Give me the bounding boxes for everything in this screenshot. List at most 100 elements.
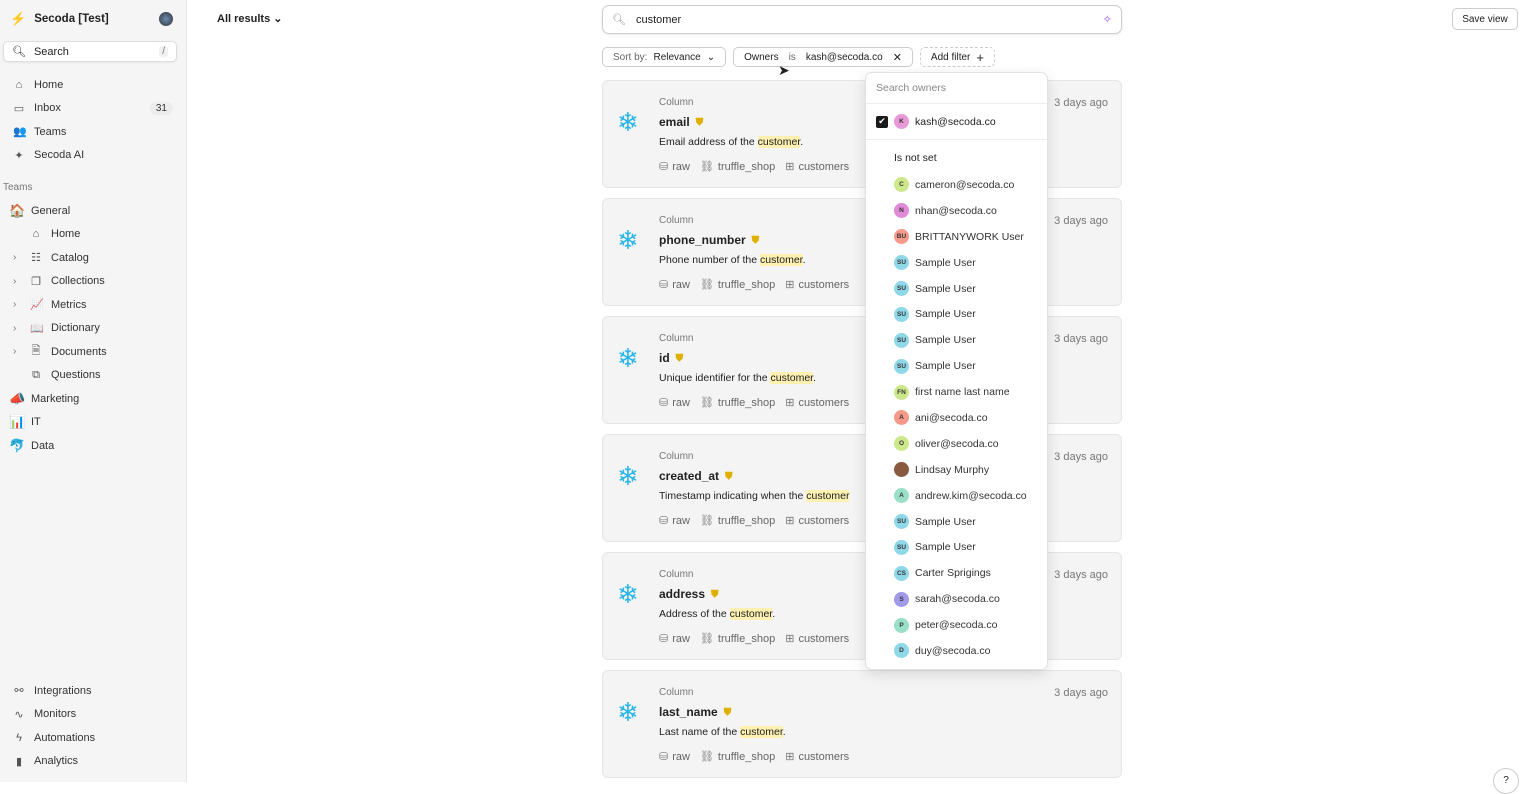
- owner-option[interactable]: SU Sample User: [866, 276, 1047, 302]
- search-owners-input[interactable]: Search owners: [866, 73, 1047, 104]
- desc-text: .: [802, 254, 806, 266]
- sidebar-item-documents[interactable]: › 🗎 Documents: [0, 340, 187, 364]
- avatar: CS: [894, 565, 909, 581]
- database-name: raw: [672, 633, 690, 645]
- result-title[interactable]: last_name ⛊: [659, 705, 731, 719]
- chevron-right-icon[interactable]: ›: [13, 346, 17, 358]
- sidebar-item-integrations[interactable]: ⚯ Integrations: [0, 679, 187, 703]
- sidebar-item-home[interactable]: ⌂ Home: [0, 73, 187, 97]
- result-title[interactable]: phone_number ⛊: [659, 233, 759, 247]
- owner-label: BRITTANYWORK User: [915, 230, 1024, 243]
- chevron-right-icon[interactable]: ›: [13, 275, 17, 287]
- teams-section-label: Teams: [3, 182, 33, 193]
- team-data[interactable]: 🐬 Data: [0, 434, 187, 458]
- view-selector[interactable]: All results ⌄: [217, 12, 282, 25]
- team-marketing[interactable]: 📣 Marketing: [0, 387, 187, 411]
- avatar: [894, 462, 909, 478]
- search-input[interactable]: customer: [635, 13, 682, 26]
- sidebar-item-teams[interactable]: 👥 Teams: [0, 120, 187, 144]
- close-icon[interactable]: ✕: [892, 51, 902, 64]
- search-highlight: customer: [757, 136, 801, 148]
- owner-option[interactable]: SU Sample User: [866, 534, 1047, 560]
- sort-dropdown[interactable]: Sort by: Relevance ⌄: [602, 47, 727, 67]
- save-view-button[interactable]: Save view: [1452, 8, 1518, 30]
- chevron-right-icon[interactable]: ›: [13, 322, 17, 334]
- snowflake-icon: ❄: [617, 461, 639, 491]
- database-icon: ⛁: [659, 515, 669, 527]
- database-icon: ⛁: [659, 161, 669, 173]
- workspace-switcher[interactable]: ⚡ Secoda [Test]: [10, 11, 173, 27]
- team-it[interactable]: 📊 IT: [0, 411, 187, 435]
- sidebar-item-automations[interactable]: ϟ Automations: [0, 726, 187, 750]
- owner-option[interactable]: SU Sample User: [866, 509, 1047, 535]
- result-title[interactable]: created_at ⛊: [659, 469, 733, 483]
- owner-option[interactable]: SU Sample User: [866, 250, 1047, 276]
- sidebar-item-dictionary[interactable]: › 📖 Dictionary: [0, 317, 187, 341]
- table-name: customers: [798, 279, 850, 291]
- result-card[interactable]: ❄ Column last_name ⛊ Last name of the cus…: [602, 670, 1122, 778]
- sidebar-item-catalog[interactable]: › ☷ Catalog: [0, 246, 187, 270]
- updated-time: 3 days ago: [1054, 569, 1108, 581]
- sidebar-item-inbox[interactable]: ▭ Inbox 31: [0, 97, 187, 121]
- owner-option[interactable]: SU Sample User: [866, 327, 1047, 353]
- sidebar-search[interactable]: 🔍︎ Search /: [3, 41, 177, 62]
- updated-time: 3 days ago: [1054, 687, 1108, 699]
- chevron-right-icon[interactable]: ›: [13, 252, 17, 264]
- schema-meta: ⛓ truffle_shop: [700, 632, 775, 645]
- owner-option-not-set[interactable]: Is not set: [894, 152, 937, 164]
- owners-filter-chip[interactable]: Owners is kash@secoda.co ✕: [733, 47, 913, 67]
- sidebar-item-questions[interactable]: ›⧉Questions: [0, 364, 187, 388]
- sidebar-search-label: Search: [33, 45, 69, 58]
- updated-time: 3 days ago: [1054, 451, 1108, 463]
- sidebar-item-analytics[interactable]: ▮ Analytics: [0, 750, 187, 774]
- result-name: last_name: [659, 705, 718, 719]
- sidebar-item-metrics[interactable]: › 📈 Metrics: [0, 293, 187, 317]
- schema-icon: ⛓: [699, 161, 714, 173]
- user-avatar[interactable]: [159, 12, 173, 26]
- shortcut-hint: /: [159, 46, 168, 57]
- owner-option[interactable]: Lindsay Murphy: [866, 457, 1047, 483]
- result-title[interactable]: email ⛊: [659, 115, 703, 129]
- team-label: Marketing: [31, 392, 80, 405]
- owner-option[interactable]: FN first name last name: [866, 379, 1047, 405]
- filter-field: Owners: [744, 51, 779, 63]
- sidebar-item-home[interactable]: ›⌂Home: [0, 223, 187, 247]
- add-filter-button[interactable]: Add filter +: [919, 47, 995, 67]
- owner-option-selected[interactable]: ✔ K kash@secoda.co: [866, 104, 1047, 140]
- help-button[interactable]: ?: [1493, 768, 1519, 794]
- avatar: K: [894, 114, 909, 129]
- owner-option[interactable]: SU Sample User: [866, 301, 1047, 327]
- checkbox-checked-icon[interactable]: ✔: [876, 115, 888, 128]
- ai-sparkle-icon[interactable]: ✧: [1102, 14, 1112, 26]
- table-name: customers: [798, 751, 850, 763]
- database-name: raw: [672, 397, 690, 409]
- result-name: email: [659, 115, 690, 129]
- result-title[interactable]: address ⛊: [659, 587, 719, 601]
- owner-option[interactable]: SU Sample User: [866, 353, 1047, 379]
- owner-label: Sample User: [915, 541, 976, 554]
- chevron-right-icon[interactable]: ›: [13, 299, 17, 311]
- sidebar-item-collections[interactable]: › ❐ Collections: [0, 270, 187, 294]
- owner-label: Sample User: [915, 256, 976, 269]
- owner-label: sarah@secoda.co: [915, 593, 1000, 606]
- schema-icon: ⛓: [699, 397, 714, 409]
- result-title[interactable]: id ⛊: [659, 351, 683, 365]
- sidebar-item-monitors[interactable]: ∿ Monitors: [0, 703, 187, 727]
- result-name: address: [659, 587, 706, 601]
- result-meta: ⛁ raw ⛓ truffle_shop ⊞ customers: [659, 160, 849, 173]
- owner-label: cameron@secoda.co: [915, 178, 1015, 191]
- search-bar[interactable]: 🔍︎ customer ✧: [602, 5, 1122, 34]
- owner-option[interactable]: BU BRITTANYWORK User: [866, 224, 1047, 250]
- sidebar-item-label: Secoda AI: [34, 149, 85, 162]
- sidebar-item-secoda-ai[interactable]: ✦ Secoda AI: [0, 144, 187, 168]
- owner-option[interactable]: CS Carter Sprigings: [866, 560, 1047, 586]
- team-general[interactable]: 🏠 General: [0, 199, 187, 223]
